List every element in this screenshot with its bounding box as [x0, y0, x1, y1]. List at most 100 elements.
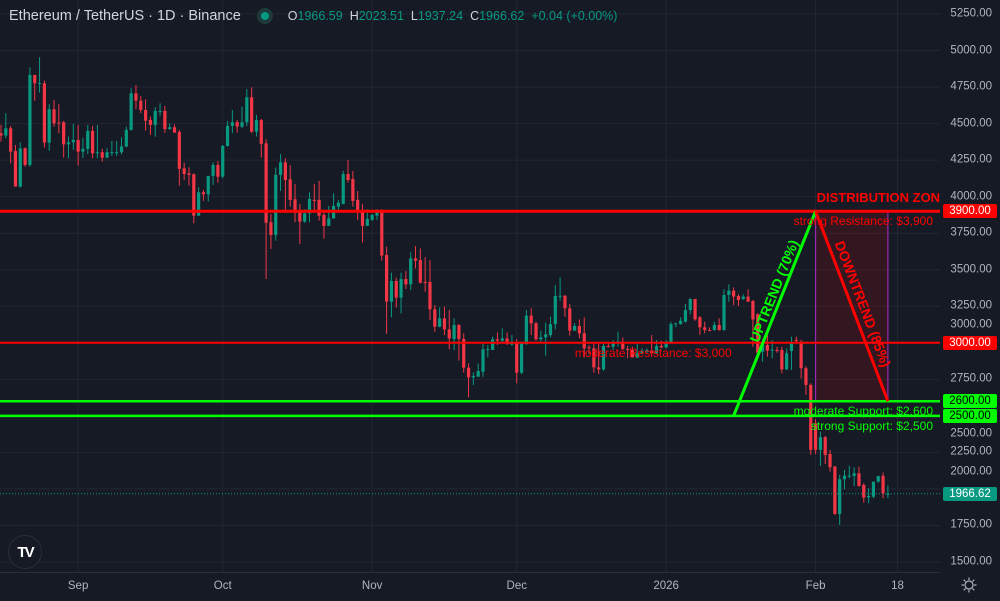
- time-axis[interactable]: Sep Oct Nov Dec 2026 Feb 18: [0, 572, 940, 601]
- time-tick-label: 18: [891, 580, 904, 592]
- candle-up: [389, 280, 394, 302]
- last-price-label: 1966.62: [943, 486, 997, 501]
- low-value: 1937.24: [417, 9, 464, 23]
- candle-down: [418, 260, 422, 283]
- low-label: L: [410, 9, 418, 23]
- candle-down: [630, 349, 635, 358]
- ohlc-open: O1966.59: [288, 9, 343, 23]
- resistance-axis-label: 3000.00: [943, 335, 997, 350]
- candle-down: [881, 475, 885, 494]
- time-tick-label: Nov: [361, 580, 383, 592]
- price-tick-label: 2000.00: [950, 465, 992, 478]
- candle-down: [457, 324, 461, 339]
- candle-up: [341, 174, 345, 204]
- candle-up: [471, 375, 475, 378]
- candle-up: [81, 148, 85, 152]
- candle-down: [423, 282, 427, 284]
- candle-up: [197, 192, 201, 216]
- candle-down: [659, 346, 663, 348]
- candle-up: [370, 214, 374, 220]
- price-tick-label: 4500.00: [950, 117, 992, 130]
- trendline-down: [814, 210, 890, 402]
- candle-up: [452, 324, 456, 339]
- candle-up: [500, 338, 504, 341]
- candle-up: [278, 162, 283, 175]
- candle-up: [770, 349, 774, 351]
- candle-down: [823, 437, 827, 455]
- candle-up: [491, 339, 495, 350]
- resistance-level-text: moderate Resistance: $3,000: [574, 345, 732, 360]
- candle-down: [765, 344, 769, 351]
- candle-up: [274, 174, 278, 235]
- candle-down: [13, 150, 18, 187]
- candle-up: [544, 334, 548, 338]
- candle-down: [693, 298, 697, 320]
- candle-down: [192, 174, 196, 216]
- price-tick-label: 1500.00: [950, 555, 992, 568]
- candle-up: [852, 473, 856, 476]
- candle-up: [86, 130, 90, 149]
- candle-down: [804, 368, 808, 385]
- candle-down: [351, 178, 355, 201]
- candle-up: [572, 325, 577, 331]
- candle-down: [813, 423, 818, 450]
- candle-down: [495, 339, 500, 341]
- candle-down: [76, 139, 80, 152]
- chart-canvas[interactable]: [0, 0, 940, 572]
- candle-down: [259, 119, 263, 144]
- candle-down: [794, 339, 798, 341]
- candle-down: [717, 324, 721, 331]
- candle-down: [187, 173, 191, 175]
- candle-down: [312, 199, 316, 201]
- price-axis[interactable]: 5250.00 5000.00 4750.00 4500.00 4250.00 4000.…: [940, 0, 1000, 572]
- candle-down: [250, 97, 254, 132]
- candle-up: [847, 475, 851, 477]
- chart-pane[interactable]: strong Resistance: $3,900 moderate Resist…: [0, 0, 940, 572]
- candle-down: [413, 258, 418, 261]
- candle-down: [606, 346, 610, 348]
- candle-up: [611, 342, 615, 347]
- candle-up: [789, 342, 794, 351]
- candle-down: [298, 212, 302, 222]
- time-tick-label: Sep: [67, 580, 89, 592]
- candle-down: [462, 338, 466, 368]
- candle-down: [563, 295, 567, 309]
- price-change: +0.04 (+0.00%): [531, 9, 618, 23]
- candle-up: [741, 296, 745, 299]
- candle-down: [592, 348, 596, 368]
- candle-up: [601, 346, 606, 370]
- candle-down: [90, 130, 95, 154]
- candle-up: [669, 324, 673, 344]
- candle-up: [168, 127, 172, 130]
- candle-down: [9, 128, 13, 152]
- candle-down: [466, 367, 471, 378]
- settings-gear-icon[interactable]: [961, 577, 977, 593]
- candle-up: [399, 279, 403, 298]
- candle-up: [105, 152, 109, 158]
- candle-up: [558, 295, 562, 297]
- candle-up: [303, 213, 307, 222]
- price-tick-label: 5000.00: [950, 44, 992, 57]
- price-tick-label: 2500.00: [950, 427, 992, 440]
- open-label: O: [287, 9, 298, 23]
- exchange: Binance: [188, 8, 241, 24]
- candle-down: [293, 199, 297, 213]
- candle-down: [380, 209, 384, 256]
- candle-down: [144, 110, 148, 121]
- candle-down: [57, 122, 61, 124]
- candle-up: [129, 93, 133, 130]
- candle-up: [785, 353, 789, 370]
- candle-up: [664, 342, 668, 348]
- candle-up: [842, 475, 847, 480]
- candle-down: [775, 349, 779, 351]
- candle-up: [683, 310, 688, 322]
- candle-up: [438, 318, 442, 327]
- candle-up: [37, 82, 42, 84]
- interval[interactable]: 1D: [156, 8, 176, 24]
- candle-up: [635, 353, 639, 358]
- candle-up: [760, 344, 765, 352]
- symbol-name[interactable]: Ethereum / TetherUS: [9, 8, 145, 24]
- market-status-icon[interactable]: [256, 8, 273, 24]
- tradingview-logo[interactable]: TV: [8, 535, 42, 569]
- candle-up: [245, 97, 249, 123]
